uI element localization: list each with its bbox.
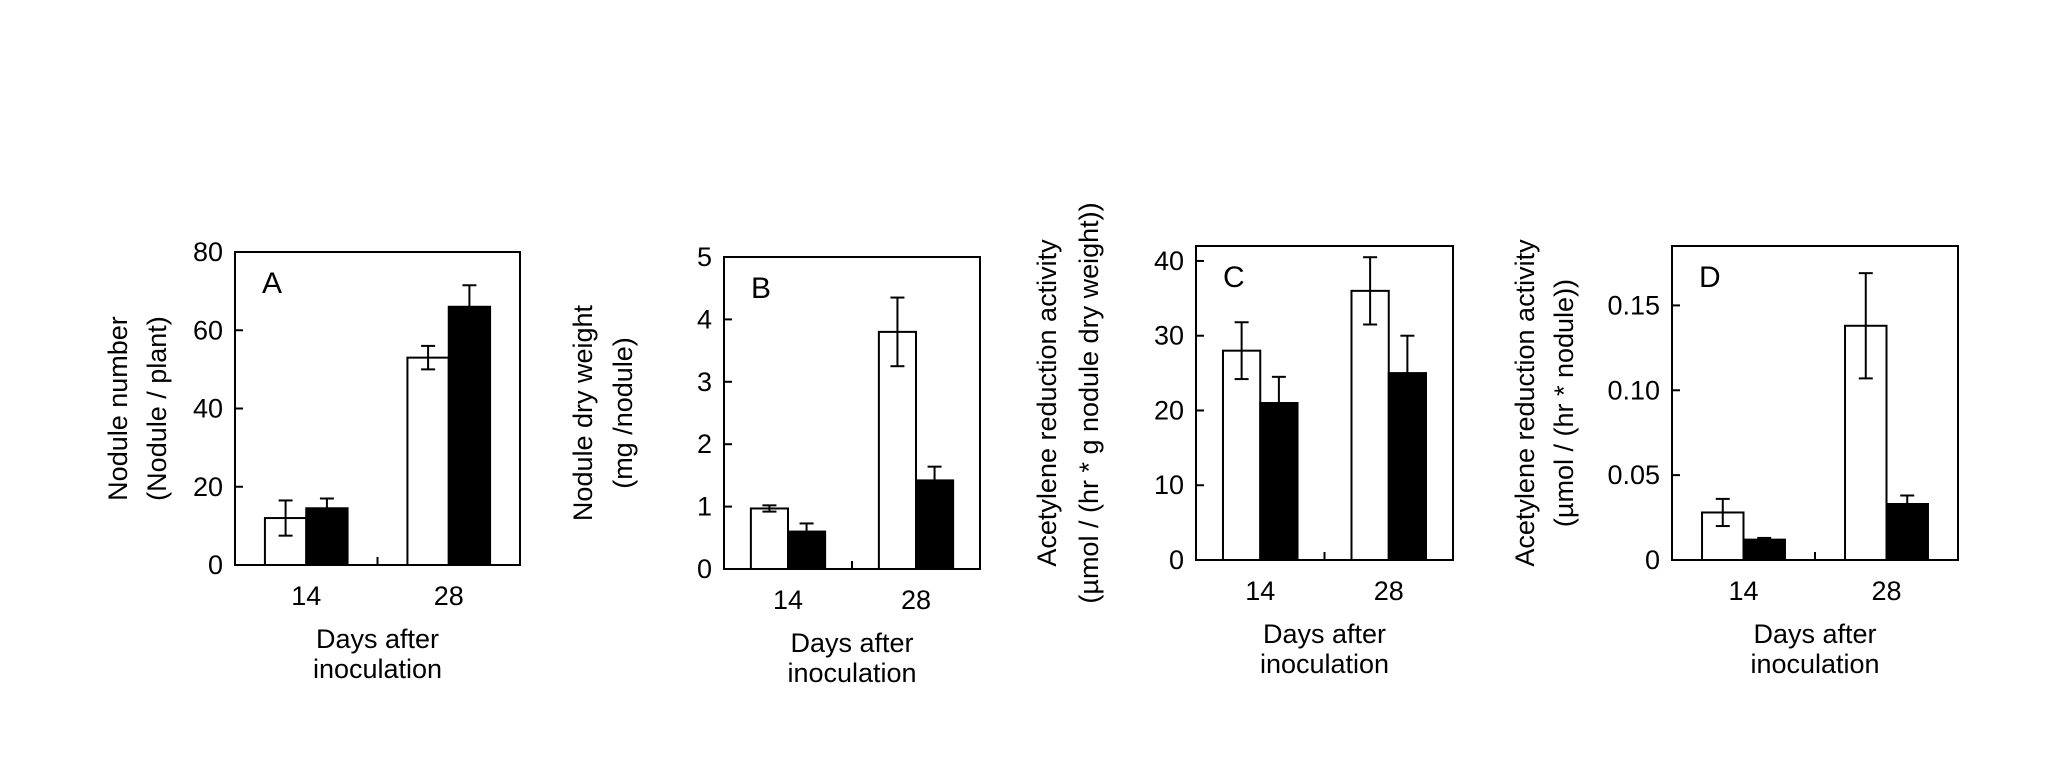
x-category-label: 28 <box>1374 576 1404 606</box>
x-axis-title-line2: inoculation <box>1260 649 1389 679</box>
y-axis-title-line1: Nodule dry weight <box>568 304 598 521</box>
x-axis-title-line1: Days after <box>316 624 439 654</box>
y-tick-label: 20 <box>1154 395 1184 425</box>
x-axis-title-line1: Days after <box>790 628 913 658</box>
x-category-label: 28 <box>1871 576 1901 606</box>
y-tick-label: 0.15 <box>1607 290 1660 320</box>
y-tick-label: 10 <box>1154 470 1184 500</box>
panel-letter-B: B <box>751 272 771 305</box>
y-tick-label: 4 <box>697 304 712 334</box>
y-tick-label: 20 <box>193 472 223 502</box>
y-tick-label: 60 <box>193 315 223 345</box>
y-tick-label: 3 <box>697 367 712 397</box>
x-category-label: 28 <box>901 585 931 615</box>
y-tick-label: 1 <box>697 492 712 522</box>
y-tick-label: 0 <box>208 550 223 580</box>
x-category-label: 14 <box>1245 576 1275 606</box>
bar-C-28-open <box>1350 289 1390 561</box>
y-axis-title-line2: (mg /nodule) <box>608 337 638 489</box>
y-axis-title-line1: Nodule number <box>103 316 133 501</box>
x-category-label: 28 <box>434 581 464 611</box>
y-axis-title-line2: (µmol / (hr * g nodule dry weight)) <box>1074 202 1104 603</box>
bar-B-14-open <box>749 507 790 570</box>
y-tick-label: 40 <box>1154 246 1184 276</box>
y-tick-label: 0 <box>1645 545 1660 575</box>
y-tick-label: 40 <box>193 394 223 424</box>
x-category-label: 14 <box>291 581 321 611</box>
bar-A-28-open <box>406 356 450 567</box>
y-tick-label: 5 <box>697 242 712 272</box>
x-axis-title-line2: inoculation <box>1750 649 1879 679</box>
panel-letter-C: C <box>1223 261 1245 294</box>
bar-D-14-open <box>1701 511 1745 561</box>
y-tick-label: 0.10 <box>1607 375 1660 405</box>
y-axis-title-line2: (µmol / (hr * nodule)) <box>1549 279 1579 527</box>
y-axis-title-line1: Acetylene reduction activity <box>1510 239 1540 567</box>
x-axis-title-line1: Days after <box>1753 619 1876 649</box>
x-category-label: 14 <box>773 585 803 615</box>
panel-letter-A: A <box>262 267 282 300</box>
x-category-label: 14 <box>1728 576 1758 606</box>
x-axis-title-line2: inoculation <box>787 658 916 688</box>
bar-A-28-filled <box>447 305 492 566</box>
x-axis-title-line2: inoculation <box>313 654 442 684</box>
y-tick-label: 0 <box>697 554 712 584</box>
y-tick-label: 2 <box>697 429 712 459</box>
y-axis-title-line1: Acetylene reduction activity <box>1032 239 1062 567</box>
y-tick-label: 0 <box>1169 545 1184 575</box>
bar-D-14-filled <box>1742 538 1786 562</box>
y-tick-label: 30 <box>1154 321 1184 351</box>
y-axis-title-line2: (Nodule / plant) <box>142 316 172 501</box>
y-tick-label: 0.05 <box>1607 460 1660 490</box>
panel-letter-D: D <box>1699 261 1721 294</box>
bar-B-28-open <box>877 330 918 570</box>
x-axis-title-line1: Days after <box>1263 619 1386 649</box>
y-tick-label: 80 <box>193 237 223 267</box>
bar-C-14-open <box>1221 349 1262 561</box>
